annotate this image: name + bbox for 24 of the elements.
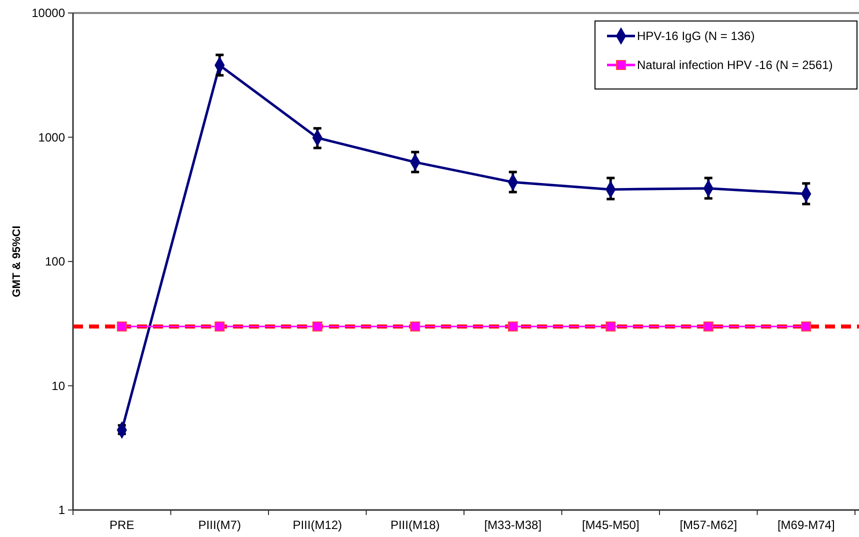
x-tick-label: PIII(M12)	[292, 518, 342, 532]
x-tick-label: PRE	[110, 518, 134, 532]
y-tick-label: 1000	[38, 130, 66, 144]
x-tick-label: [M57-M62]	[680, 518, 738, 532]
y-tick-label: 1	[58, 503, 66, 518]
point	[410, 321, 420, 332]
y-axis-title: GMT & 95%CI	[11, 226, 23, 298]
x-tick-label: [M33-M38]	[484, 518, 542, 532]
y-tick-label: 10000	[32, 6, 66, 20]
point	[312, 321, 322, 332]
x-tick-label: [M69-M74]	[777, 518, 835, 532]
y-tick-label: 10	[52, 378, 66, 393]
x-tick-label: PIII(M7)	[198, 518, 241, 532]
y-tick-label: 100	[44, 254, 66, 269]
legend-label: HPV-16 IgG (N = 136)	[637, 29, 755, 44]
legend-label: Natural infection HPV -16 (N = 2561)	[637, 58, 833, 72]
point	[801, 321, 812, 332]
point	[606, 321, 616, 332]
point	[508, 321, 518, 332]
point	[116, 321, 127, 332]
point	[214, 321, 225, 332]
x-tick-label: [M45-M50]	[582, 518, 640, 532]
point	[703, 321, 714, 332]
x-tick-label: PIII(M18)	[390, 518, 440, 532]
